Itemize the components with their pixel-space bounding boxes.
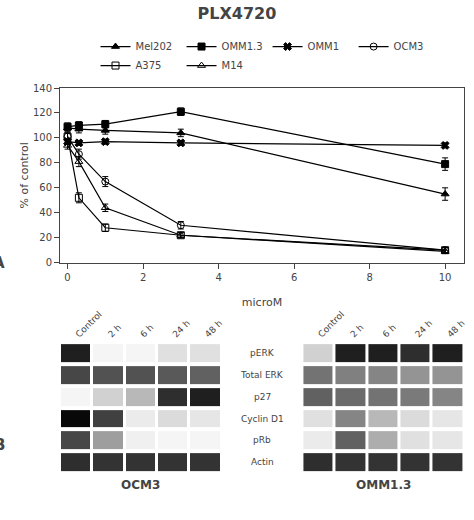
svg-text:0: 0 — [64, 272, 70, 283]
svg-text:A375: A375 — [136, 60, 162, 71]
svg-text:OMM1.3: OMM1.3 — [356, 478, 411, 492]
svg-text:2: 2 — [140, 272, 146, 283]
svg-text:Total ERK: Total ERK — [240, 370, 284, 380]
svg-text:8: 8 — [366, 272, 372, 283]
svg-text:OMM1: OMM1 — [308, 41, 340, 52]
svg-text:4: 4 — [215, 272, 221, 283]
svg-text:OCM3: OCM3 — [121, 478, 160, 492]
svg-text:OMM1.3: OMM1.3 — [222, 41, 263, 52]
svg-text:0: 0 — [46, 257, 52, 268]
svg-text:6 h: 6 h — [138, 322, 155, 339]
svg-text:M14: M14 — [222, 60, 243, 71]
svg-text:B: B — [0, 436, 5, 454]
svg-text:2 h: 2 h — [106, 322, 123, 339]
svg-text:2 h: 2 h — [348, 322, 365, 339]
svg-text:6: 6 — [291, 272, 297, 283]
svg-text:Mel202: Mel202 — [136, 41, 173, 52]
svg-text:Cyclin D1: Cyclin D1 — [241, 414, 284, 424]
svg-text:80: 80 — [39, 157, 52, 168]
svg-text:48 h: 48 h — [445, 318, 466, 339]
svg-text:% of control: % of control — [18, 142, 31, 208]
svg-text:120: 120 — [33, 107, 52, 118]
svg-text:48 h: 48 h — [203, 318, 224, 339]
svg-text:p27: p27 — [254, 392, 271, 402]
svg-text:Actin: Actin — [251, 457, 274, 467]
svg-text:20: 20 — [39, 232, 52, 243]
svg-text:Control: Control — [316, 309, 346, 339]
svg-text:pRb: pRb — [253, 435, 271, 445]
svg-text:24 h: 24 h — [413, 318, 434, 339]
svg-text:pERK: pERK — [250, 348, 275, 358]
svg-text:PLX4720: PLX4720 — [198, 4, 277, 23]
svg-text:OCM3: OCM3 — [394, 41, 424, 52]
svg-text:40: 40 — [39, 207, 52, 218]
svg-text:Control: Control — [74, 309, 104, 339]
svg-text:10: 10 — [439, 272, 452, 283]
svg-text:24 h: 24 h — [171, 318, 192, 339]
svg-text:microM: microM — [242, 296, 282, 309]
svg-text:60: 60 — [39, 182, 52, 193]
svg-text:6 h: 6 h — [381, 322, 398, 339]
svg-text:100: 100 — [33, 132, 52, 143]
svg-text:140: 140 — [33, 83, 52, 94]
svg-text:A: A — [0, 254, 5, 272]
